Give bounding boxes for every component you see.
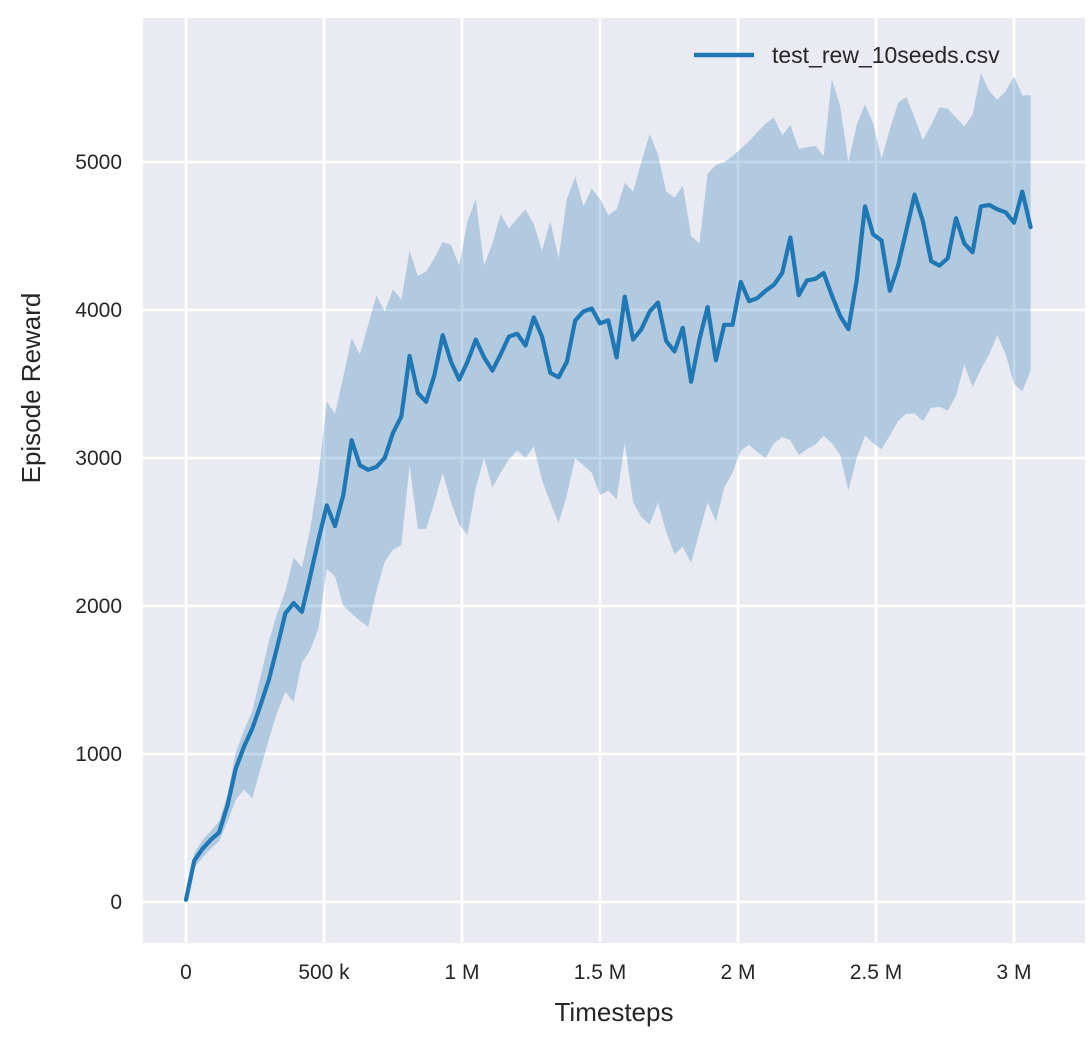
x-tick-label-3: 1.5 M	[574, 961, 627, 984]
y-tick-label-2: 2000	[75, 595, 122, 618]
x-tick-label-4: 2 M	[720, 961, 755, 984]
x-tick-label-5: 2.5 M	[850, 961, 903, 984]
y-tick-label-0: 0	[110, 891, 122, 914]
x-tick-label-2: 1 M	[444, 961, 479, 984]
x-axis-label: Timesteps	[555, 997, 674, 1027]
x-tick-label-0: 0	[180, 961, 192, 984]
y-tick-label-5: 5000	[75, 151, 122, 174]
y-axis-label: Episode Reward	[16, 293, 46, 484]
x-tick-label-1: 500 k	[298, 961, 350, 984]
y-tick-label-4: 4000	[75, 299, 122, 322]
series-line	[183, 189, 1033, 902]
x-tick-label-6: 3 M	[996, 961, 1031, 984]
plot-area	[143, 18, 1085, 943]
legend: test_rew_10seeds.csv	[694, 42, 1000, 68]
legend-label: test_rew_10seeds.csv	[772, 42, 1000, 68]
y-tick-label-1: 1000	[75, 743, 122, 766]
y-tick-label-3: 3000	[75, 447, 122, 470]
gridlines	[143, 18, 1085, 943]
confidence-band	[186, 73, 1031, 902]
